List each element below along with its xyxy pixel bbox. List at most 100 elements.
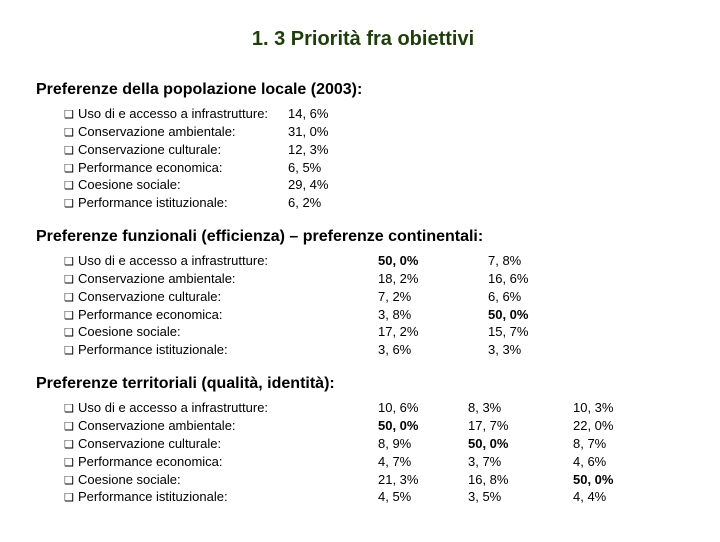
item-value: 7, 8% <box>488 252 558 270</box>
list-item: ❑ Coesione sociale: 29, 4% <box>64 176 690 194</box>
item-list: ❑ Uso di e accesso a infrastrutture: 10,… <box>36 399 690 506</box>
bullet-icon: ❑ <box>64 402 78 417</box>
section-heading: Preferenze della popolazione locale (200… <box>36 81 690 99</box>
item-label: Uso di e accesso a infrastrutture: <box>78 252 378 270</box>
list-item: ❑ Uso di e accesso a infrastrutture: 14,… <box>64 105 690 123</box>
item-value: 18, 2% <box>378 270 488 288</box>
list-item: ❑ Performance economica: 3, 8% 50, 0% <box>64 306 690 324</box>
section-functional-preferences: Preferenze funzionali (efficienza) – pre… <box>36 228 690 359</box>
item-value: 8, 3% <box>468 399 573 417</box>
list-item: ❑ Conservazione culturale: 8, 9% 50, 0% … <box>64 435 690 453</box>
item-value: 6, 6% <box>488 288 558 306</box>
list-item: ❑ Conservazione culturale: 12, 3% <box>64 141 690 159</box>
bullet-icon: ❑ <box>64 291 78 306</box>
bullet-icon: ❑ <box>64 126 78 141</box>
item-value: 15, 7% <box>488 323 558 341</box>
item-label: Conservazione culturale: <box>78 435 378 453</box>
item-value: 50, 0% <box>378 252 488 270</box>
item-label: Performance istituzionale: <box>78 341 378 359</box>
list-item: ❑ Performance economica: 4, 7% 3, 7% 4, … <box>64 453 690 471</box>
list-item: ❑ Uso di e accesso a infrastrutture: 50,… <box>64 252 690 270</box>
bullet-icon: ❑ <box>64 108 78 123</box>
item-value: 17, 7% <box>468 417 573 435</box>
page-title: 1. 3 Priorità fra obiettivi <box>36 28 690 51</box>
item-value: 10, 6% <box>378 399 468 417</box>
list-item: ❑ Coesione sociale: 21, 3% 16, 8% 50, 0% <box>64 471 690 489</box>
item-label: Performance economica: <box>78 159 288 177</box>
item-value: 50, 0% <box>488 306 558 324</box>
item-value: 3, 7% <box>468 453 573 471</box>
item-value: 8, 9% <box>378 435 468 453</box>
item-label: Conservazione ambientale: <box>78 270 378 288</box>
list-item: ❑ Performance istituzionale: 4, 5% 3, 5%… <box>64 488 690 506</box>
bullet-icon: ❑ <box>64 474 78 489</box>
item-label: Conservazione culturale: <box>78 141 288 159</box>
item-label: Uso di e accesso a infrastrutture: <box>78 105 288 123</box>
section-territorial-preferences: Preferenze territoriali (qualità, identi… <box>36 375 690 506</box>
bullet-icon: ❑ <box>64 255 78 270</box>
bullet-icon: ❑ <box>64 309 78 324</box>
bullet-icon: ❑ <box>64 326 78 341</box>
bullet-icon: ❑ <box>64 456 78 471</box>
section-heading: Preferenze funzionali (efficienza) – pre… <box>36 228 690 246</box>
item-label: Coesione sociale: <box>78 323 378 341</box>
item-value: 50, 0% <box>378 417 468 435</box>
list-item: ❑ Conservazione culturale: 7, 2% 6, 6% <box>64 288 690 306</box>
item-value: 8, 7% <box>573 435 643 453</box>
item-label: Uso di e accesso a infrastrutture: <box>78 399 378 417</box>
item-value: 4, 7% <box>378 453 468 471</box>
list-item: ❑ Coesione sociale: 17, 2% 15, 7% <box>64 323 690 341</box>
item-value: 12, 3% <box>288 141 358 159</box>
item-value: 6, 2% <box>288 194 358 212</box>
item-label: Performance economica: <box>78 453 378 471</box>
item-value: 17, 2% <box>378 323 488 341</box>
item-label: Performance economica: <box>78 306 378 324</box>
item-list: ❑ Uso di e accesso a infrastrutture: 14,… <box>36 105 690 212</box>
item-value: 31, 0% <box>288 123 358 141</box>
item-value: 29, 4% <box>288 176 358 194</box>
item-value: 3, 6% <box>378 341 488 359</box>
item-label: Conservazione ambientale: <box>78 123 288 141</box>
item-label: Coesione sociale: <box>78 471 378 489</box>
item-value: 14, 6% <box>288 105 358 123</box>
item-value: 4, 5% <box>378 488 468 506</box>
bullet-icon: ❑ <box>64 144 78 159</box>
bullet-icon: ❑ <box>64 491 78 506</box>
list-item: ❑ Performance istituzionale: 6, 2% <box>64 194 690 212</box>
item-list: ❑ Uso di e accesso a infrastrutture: 50,… <box>36 252 690 359</box>
item-value: 6, 5% <box>288 159 358 177</box>
item-value: 3, 3% <box>488 341 558 359</box>
item-value: 50, 0% <box>468 435 573 453</box>
list-item: ❑ Conservazione ambientale: 31, 0% <box>64 123 690 141</box>
list-item: ❑ Conservazione ambientale: 50, 0% 17, 7… <box>64 417 690 435</box>
item-label: Performance istituzionale: <box>78 488 378 506</box>
item-value: 16, 8% <box>468 471 573 489</box>
item-value: 4, 6% <box>573 453 643 471</box>
section-heading: Preferenze territoriali (qualità, identi… <box>36 375 690 393</box>
bullet-icon: ❑ <box>64 179 78 194</box>
item-label: Coesione sociale: <box>78 176 288 194</box>
bullet-icon: ❑ <box>64 344 78 359</box>
item-value: 16, 6% <box>488 270 558 288</box>
item-label: Conservazione culturale: <box>78 288 378 306</box>
item-value: 22, 0% <box>573 417 643 435</box>
bullet-icon: ❑ <box>64 162 78 177</box>
item-label: Conservazione ambientale: <box>78 417 378 435</box>
item-value: 50, 0% <box>573 471 643 489</box>
list-item: ❑ Conservazione ambientale: 18, 2% 16, 6… <box>64 270 690 288</box>
bullet-icon: ❑ <box>64 420 78 435</box>
item-value: 4, 4% <box>573 488 643 506</box>
bullet-icon: ❑ <box>64 273 78 288</box>
list-item: ❑ Performance istituzionale: 3, 6% 3, 3% <box>64 341 690 359</box>
section-local-preferences: Preferenze della popolazione locale (200… <box>36 81 690 212</box>
item-value: 3, 8% <box>378 306 488 324</box>
list-item: ❑ Performance economica: 6, 5% <box>64 159 690 177</box>
bullet-icon: ❑ <box>64 197 78 212</box>
item-value: 10, 3% <box>573 399 643 417</box>
list-item: ❑ Uso di e accesso a infrastrutture: 10,… <box>64 399 690 417</box>
slide: 1. 3 Priorità fra obiettivi Preferenze d… <box>0 0 720 542</box>
item-value: 21, 3% <box>378 471 468 489</box>
item-value: 3, 5% <box>468 488 573 506</box>
item-label: Performance istituzionale: <box>78 194 288 212</box>
bullet-icon: ❑ <box>64 438 78 453</box>
